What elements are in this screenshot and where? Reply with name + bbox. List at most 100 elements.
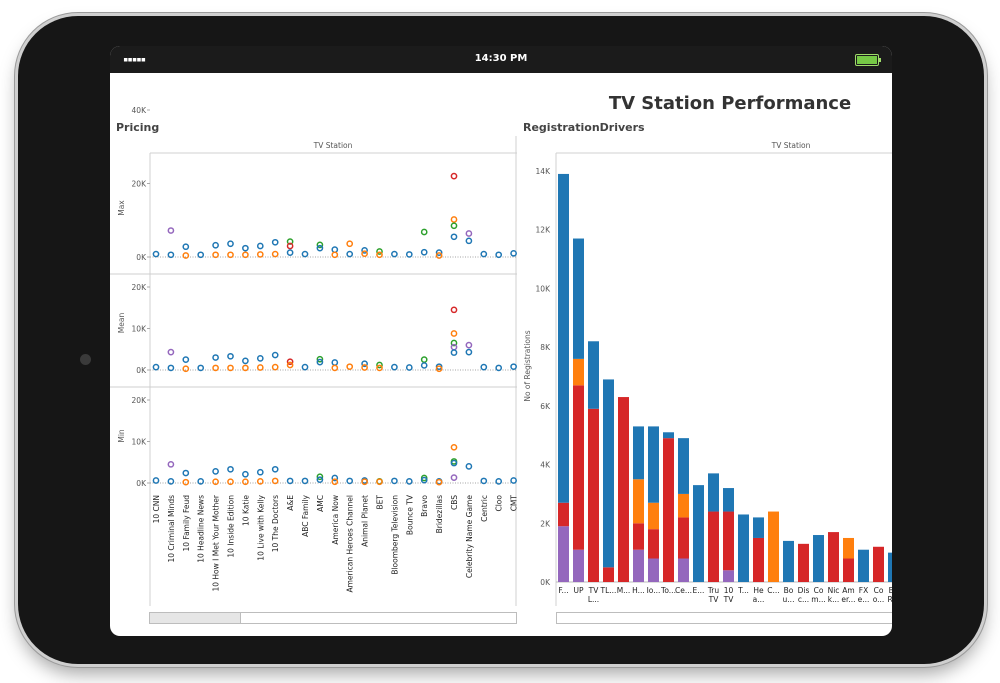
- data-point: [167, 364, 175, 372]
- bar-segment: [813, 535, 824, 582]
- data-point: [450, 459, 458, 467]
- y-tick-label: 14K: [536, 167, 552, 176]
- data-point: [271, 477, 279, 485]
- data-point: [271, 250, 279, 258]
- data-point: [152, 363, 160, 371]
- data-point: [361, 478, 368, 486]
- data-point: [182, 252, 190, 259]
- data-point: [182, 356, 190, 363]
- bar-segment: [678, 517, 689, 559]
- data-point: [242, 478, 249, 486]
- data-point: [361, 250, 368, 258]
- bar-segment: [843, 558, 854, 582]
- data-point: [346, 240, 354, 248]
- y-tick-label: 20K: [132, 396, 148, 405]
- data-point: [242, 470, 249, 478]
- bar-label: To...: [660, 586, 676, 595]
- data-point: [197, 364, 205, 372]
- station-label: A&E: [286, 495, 295, 511]
- bar-segment: [663, 432, 674, 439]
- data-point: [391, 477, 398, 485]
- bar-segment: [708, 511, 719, 582]
- bar-segment: [873, 546, 884, 582]
- station-label: Cloo: [495, 495, 504, 512]
- data-point: [435, 365, 443, 373]
- data-point: [242, 244, 249, 252]
- y-tick-label: 8K: [540, 343, 551, 352]
- bar-label: TV: [723, 595, 735, 604]
- y-tick-label: 10K: [536, 284, 552, 293]
- bar-label: m...: [811, 595, 825, 604]
- data-point: [182, 478, 190, 486]
- data-point: [316, 355, 324, 363]
- data-point: [450, 349, 458, 356]
- bar-label: er...: [841, 595, 855, 604]
- y-tick-label: 0K: [136, 479, 147, 488]
- bar-segment: [738, 514, 749, 582]
- data-point: [167, 227, 175, 234]
- data-point: [286, 358, 294, 366]
- bar-segment: [648, 558, 659, 582]
- dashboard-title: TV Station Performance: [608, 93, 852, 114]
- data-point: [391, 363, 398, 371]
- data-point: [316, 241, 324, 249]
- data-point: [450, 306, 458, 314]
- station-label: Bloomberg Television: [390, 495, 399, 575]
- data-point: [152, 477, 160, 484]
- data-point: [495, 364, 503, 372]
- data-point: [465, 230, 473, 237]
- station-label: 10 Katie: [241, 495, 250, 526]
- registration-title: RegistrationDrivers: [523, 121, 645, 134]
- bar-segment: [573, 238, 584, 359]
- signal-icon: ▪▪▪▪▪: [123, 55, 146, 65]
- station-label: Bounce TV: [405, 494, 414, 535]
- data-point: [435, 478, 443, 486]
- data-point: [286, 477, 294, 485]
- pricing-header: TV Station: [313, 141, 353, 150]
- panel-ylabel: Min: [117, 429, 126, 443]
- station-label: 10 Criminal Minds: [167, 495, 176, 563]
- station-label: Centric: [480, 495, 489, 522]
- bar-label: UP: [573, 586, 583, 595]
- bar-segment: [648, 529, 659, 559]
- data-point: [465, 341, 473, 349]
- bar-segment: [783, 540, 794, 582]
- y-tick-label: 0K: [136, 253, 147, 262]
- data-point: [405, 364, 413, 371]
- data-point: [316, 358, 324, 366]
- y-tick-label: 6K: [540, 402, 551, 411]
- data-point: [376, 364, 383, 372]
- bar-label: Dis: [798, 586, 810, 595]
- data-point: [495, 251, 503, 259]
- data-point: [420, 248, 428, 256]
- data-point: [391, 250, 398, 258]
- data-point: [242, 364, 249, 372]
- data-point: [331, 251, 339, 259]
- data-point: [227, 251, 234, 259]
- bar-segment: [633, 549, 644, 582]
- bar-segment: [663, 438, 674, 582]
- data-point: [510, 363, 517, 371]
- data-point: [405, 251, 413, 258]
- data-point: [212, 468, 219, 475]
- status-bar: ▪▪▪▪▪ 14:30 PM: [110, 46, 892, 73]
- data-point: [301, 477, 309, 485]
- bar-label: o...: [873, 595, 885, 604]
- station-label: ABC Family: [301, 494, 310, 536]
- registration-chart: No of Registrations 0K 2K 4K 6K 8K 10K 12K 14K F.…: [523, 152, 892, 606]
- bar-segment: [708, 473, 719, 512]
- registration-scrollbar[interactable]: [556, 612, 892, 624]
- bar-label: Bo: [889, 586, 892, 595]
- data-point: [435, 249, 443, 256]
- bar-label: C...: [767, 586, 779, 595]
- y-tick-label: 20K: [132, 180, 148, 189]
- panel-ylabel: Max: [117, 200, 126, 216]
- data-point: [450, 330, 458, 337]
- data-point: [197, 477, 205, 485]
- data-point: [465, 463, 473, 470]
- data-point: [465, 237, 473, 245]
- pricing-scrollbar[interactable]: [149, 612, 517, 624]
- data-point: [212, 241, 219, 249]
- data-point: [286, 361, 294, 369]
- bar-segment: [648, 502, 659, 530]
